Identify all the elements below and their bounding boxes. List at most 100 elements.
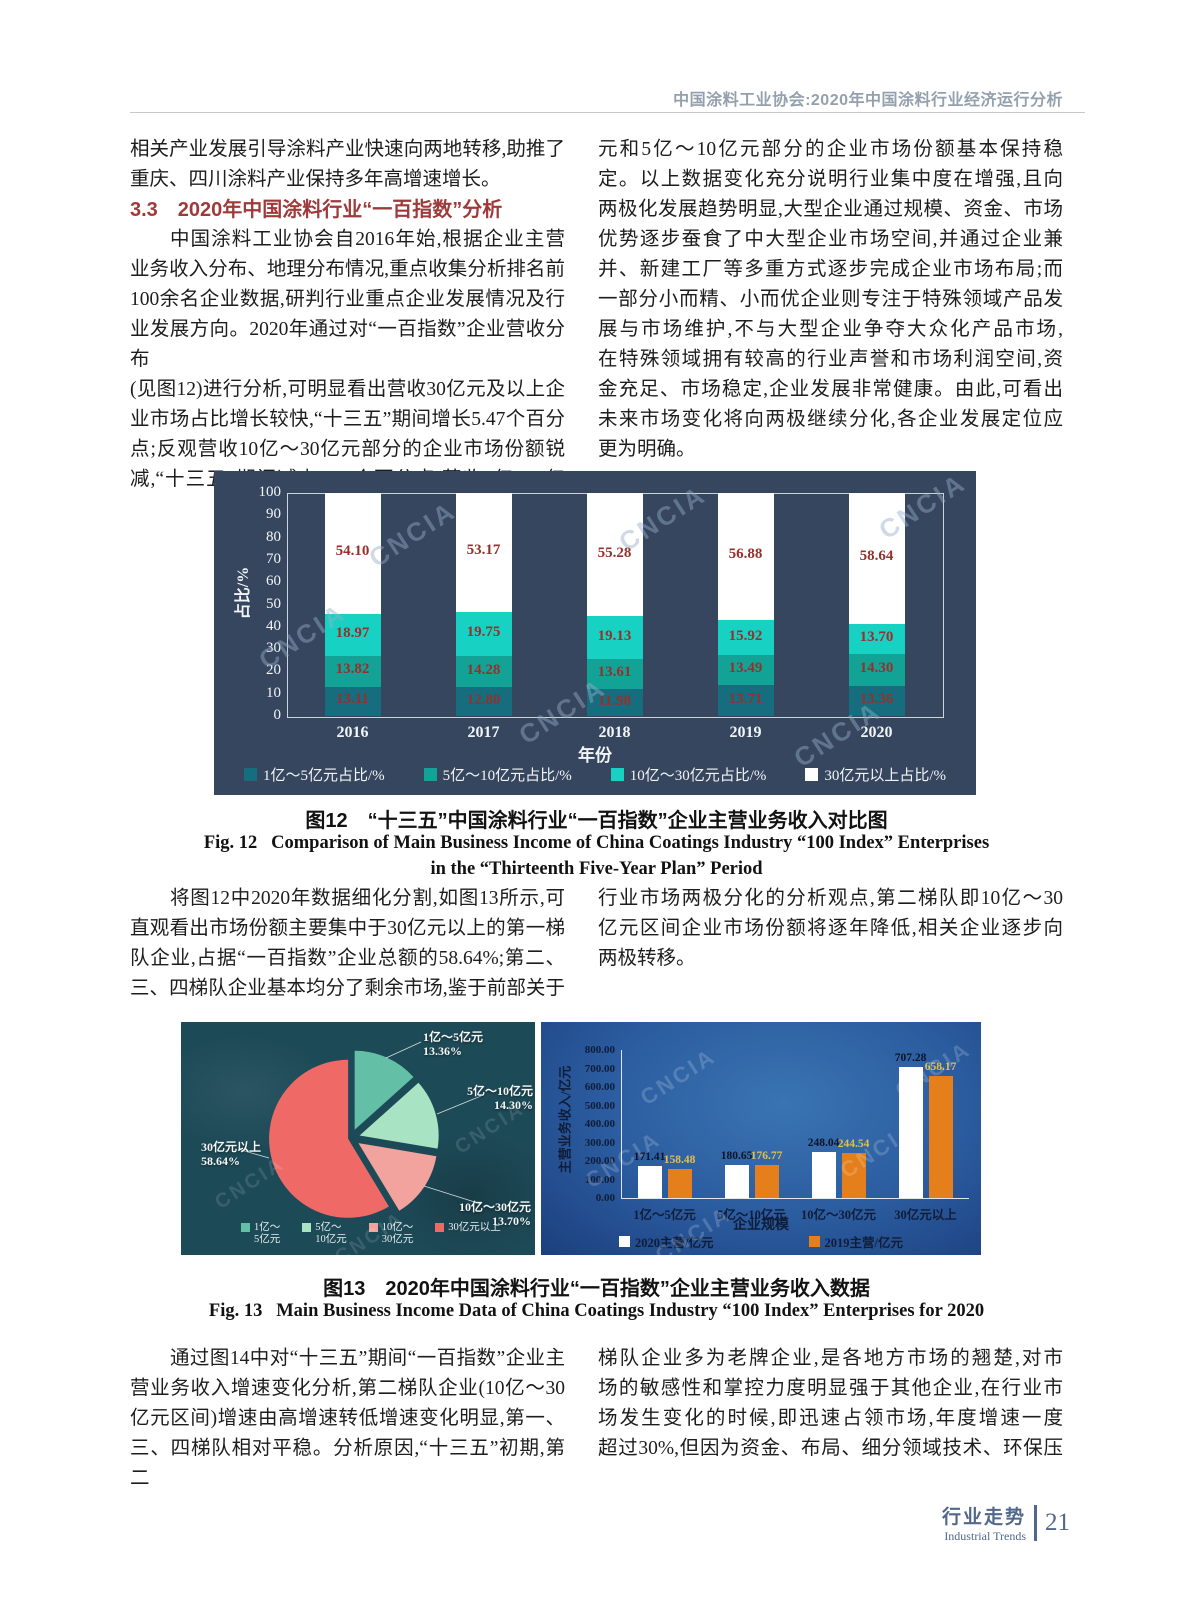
fig13bar-y-tick-label: 0.00 — [595, 1192, 615, 1204]
page-number: 21 — [1045, 1509, 1070, 1536]
footer-labels: 行业走势 Industrial Trends — [942, 1502, 1026, 1544]
text-line: 亿元区间企业市场份额将逐年降低,相关企业逐步向 — [598, 918, 1063, 939]
fig13bar-bar — [637, 1166, 662, 1198]
fig12-y-tick-label: 40 — [266, 617, 281, 634]
fig12-bar-segment: 13.49 — [717, 655, 774, 686]
fig12-data-label: 13.61 — [597, 664, 632, 681]
fig12-bar-segment: 53.17 — [455, 493, 512, 612]
fig13bar-y-tick-label: 700.00 — [584, 1062, 615, 1075]
text-line: 业发展方向。2020年通过对“一百指数”企业营收分布 — [130, 319, 565, 370]
text-line: 未来市场变化将向两极继续分化,各企业发展定位应 — [598, 409, 1063, 430]
legend-label: 1亿～ 5亿元 — [254, 1222, 281, 1245]
fig13bar-y-axis-line — [621, 1050, 622, 1198]
fig12-bar-segment: 18.97 — [324, 613, 381, 656]
pie-legend-item: 10亿～ 30亿元 — [368, 1222, 413, 1245]
text-line: 元和5亿～10亿元部分的企业市场份额基本保持稳 — [598, 139, 1063, 160]
fig12-y-tick-label: 80 — [266, 528, 281, 545]
pie-slice — [358, 1143, 437, 1211]
text-line: 中国涂料工业协会自2016年始,根据企业主营 — [169, 229, 565, 250]
fig13bar-y-tick-label: 800.00 — [584, 1044, 615, 1056]
fig12-y-tick-label: 100 — [258, 484, 282, 500]
fig13bar-y-tick-label: 600.00 — [584, 1081, 615, 1093]
pie-leader-line — [423, 1185, 482, 1205]
pie-svg — [240, 1041, 482, 1218]
intro-text-block: 相关产业发展引导涂料产业快速向两地转移,助推了 重庆、四川涂料产业保持多年高增速增… — [130, 135, 1063, 495]
middle-text-block: 将图12中2020年数据细化分割,如图13所示,可 直观看出市场份额主要集中于30… — [130, 884, 1063, 1004]
fig12-bar-segment: 55.28 — [586, 493, 643, 617]
fig12-data-label: 18.97 — [335, 624, 370, 641]
text-line: 在特殊领域拥有较高的行业声誉和市场利润空间,资 — [598, 349, 1063, 370]
fig12-bar-segment: 14.30 — [848, 654, 905, 687]
footer-title-en: Industrial Trends — [944, 1529, 1026, 1543]
fig13bar-bar — [898, 1067, 923, 1198]
text-line: 亿元区间)增速由高增速转低增速变化明显,第一、 — [130, 1408, 565, 1429]
footer-divider — [1034, 1505, 1037, 1541]
middle-right-column: 行业市场两极分化的分析观点,第二梯队即10亿～30 亿元区间企业市场份额将逐年降低… — [598, 884, 1063, 1004]
text-line: 定。以上数据变化充分说明行业集中度在增强,且向 — [598, 169, 1063, 190]
text-line: 通过图14中对“十三五”期间“一百指数”企业主 — [169, 1348, 565, 1369]
fig13bar-legend: 2020主营/亿元 2019主营/亿元 — [541, 1232, 981, 1251]
figure12-caption-cn: 图12 “十三五”中国涂料行业“一百指数”企业主营业务收入对比图 — [305, 810, 888, 832]
legend-label: 30亿元以上占比/% — [824, 768, 946, 784]
fig12-bar-segment: 58.64 — [848, 493, 905, 624]
fig12-data-label: 13.71 — [728, 690, 763, 707]
text-line: 行业市场两极分化的分析观点,第二梯队即10亿～30 — [598, 888, 1063, 909]
pie-slice-label: 1亿～5亿元 13.36% — [423, 1030, 484, 1058]
fig13bar-data-label: 180.65 — [720, 1149, 753, 1162]
pie-leader-line — [436, 1095, 482, 1115]
pie-legend-item: 5亿～ 10亿元 — [302, 1222, 347, 1245]
fig12-x-tick-label: 2017 — [467, 724, 500, 741]
fig12-x-axis-title: 年份 — [578, 746, 612, 765]
text-line: 相关产业发展引导涂料产业快速向两地转移,助推了 — [130, 139, 565, 160]
legend-swatch-icon — [241, 1223, 250, 1232]
text-line: 更为明确。 — [598, 439, 696, 460]
fig12-legend-item: 30亿元以上占比/% — [805, 764, 946, 785]
fig12-bar-segment: 13.71 — [717, 685, 774, 716]
fig13bar-y-tick-label: 500.00 — [584, 1099, 615, 1112]
text-line: 一部分小而精、小而优企业则专注于特殊领域产品发 — [598, 289, 1063, 310]
fig12-y-tick-label: 70 — [266, 550, 281, 567]
fig12-data-label: 13.11 — [336, 691, 369, 708]
fig12-x-tick-label: 2018 — [598, 724, 631, 741]
text-line: 金充足、市场稳定,企业发展非常健康。由此,可看出 — [598, 379, 1063, 400]
fig13bar-bar — [724, 1164, 749, 1198]
fig13bar-bar — [928, 1076, 953, 1198]
fig12-bar-segment: 54.10 — [324, 493, 381, 614]
fig12-legend-item: 10亿～30亿元占比/% — [610, 764, 766, 785]
fig12-data-label: 12.80 — [466, 691, 501, 708]
fig13bar-x-axis-line — [621, 1198, 969, 1199]
figure13-pie-chart: 1亿～5亿元 13.36% 5亿～10亿元 14.30% 10亿～30亿元 13.7… — [181, 1022, 535, 1269]
text-line: 营业务收入增速变化分析,第二梯队企业(10亿～30 — [130, 1378, 565, 1399]
text-line: 两极化发展趋势明显,大型企业通过规模、资金、市场 — [598, 199, 1063, 220]
fig13bar-bar — [667, 1168, 692, 1198]
text-line: 三、四梯队企业基本均分了剩余市场,鉴于前部关于 — [130, 978, 565, 999]
legend-swatch-icon — [805, 768, 819, 781]
fig12-bar-segment: 13.36 — [848, 686, 905, 716]
header-divider — [130, 112, 1085, 113]
text-line: 业市场占比增长较快,“十三五”期间增长5.47个百分 — [130, 409, 565, 430]
text-line: 100余名企业数据,研判行业重点企业发展情况及行 — [130, 289, 565, 310]
fig12-bar-segment: 13.61 — [586, 658, 643, 690]
fig12-x-tick-label: 2020 — [860, 724, 893, 741]
fig12-data-label: 13.36 — [859, 691, 894, 708]
intro-right-column: 元和5亿～10亿元部分的企业市场份额基本保持稳 定。以上数据变化充分说明行业集中度… — [598, 135, 1063, 495]
fig12-data-label: 56.88 — [728, 546, 763, 563]
text-line: 优势逐步蚕食了中大型企业市场空间,并通过企业兼 — [598, 229, 1063, 250]
fig12-data-label: 53.17 — [466, 542, 501, 559]
pie-slice-label: 5亿～10亿元 14.30% — [466, 1084, 533, 1112]
fig13bar-y-tick-label: 300.00 — [584, 1136, 615, 1149]
fig12-data-label: 55.28 — [597, 544, 632, 561]
fig13bar-x-tick-label: 5亿～10亿元 — [717, 1208, 786, 1222]
section-heading: 3.3 2020年中国涂料行业“一百指数”分析 — [130, 199, 503, 221]
fig13bar-data-label: 707.28 — [894, 1052, 927, 1065]
fig12-y-tick-label: 20 — [266, 662, 281, 679]
fig12-bar-segment: 15.92 — [717, 619, 774, 656]
fig12-data-label: 13.49 — [728, 660, 763, 677]
fig12-data-label: 13.70 — [859, 629, 894, 646]
fig13bar-bar — [754, 1165, 779, 1198]
figure13-caption-en: Fig. 13 Main Business Income Data of Chi… — [208, 1301, 985, 1321]
fig13bar-data-label: 171.41 — [633, 1151, 666, 1164]
pie-slice-label: 10亿～30亿元 13.70% — [458, 1200, 531, 1228]
fig13bar-x-tick-label: 1亿～5亿元 — [633, 1208, 696, 1222]
